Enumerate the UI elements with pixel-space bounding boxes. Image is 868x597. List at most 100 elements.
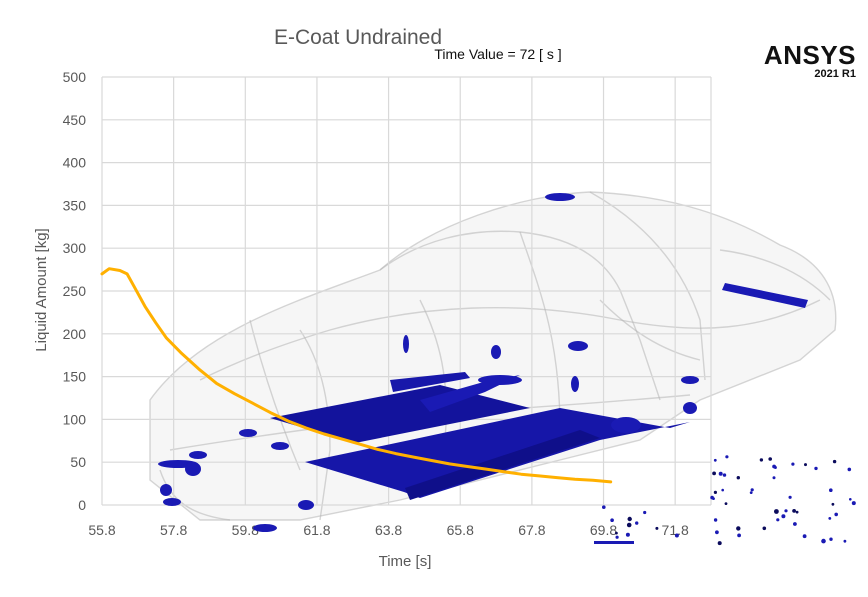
particle-blob [611, 417, 641, 433]
droplet [625, 532, 630, 537]
droplet [834, 512, 838, 517]
droplet [832, 459, 837, 464]
droplet [722, 473, 727, 477]
droplet [759, 458, 764, 462]
chart-series-layer [100, 267, 613, 484]
droplet [712, 471, 716, 476]
droplet [851, 501, 856, 506]
droplet [713, 490, 718, 494]
droplet [804, 463, 807, 467]
droplet [736, 526, 741, 531]
droplet [724, 502, 728, 505]
droplet [784, 509, 788, 513]
droplet [710, 495, 714, 500]
droplet [762, 526, 767, 531]
x-tick-label: 65.8 [447, 522, 474, 538]
y-tick-label: 200 [63, 326, 87, 342]
particle-blob [403, 335, 409, 353]
droplet [750, 488, 754, 492]
droplet [674, 533, 679, 538]
y-tick-label: 400 [63, 155, 87, 171]
x-tick-label: 61.8 [303, 522, 330, 538]
y-tick-label: 500 [63, 69, 87, 85]
particle-blob [571, 376, 579, 392]
droplet [737, 533, 741, 538]
x-tick-label: 59.8 [232, 522, 259, 538]
y-axis-title: Liquid Amount [kg] [33, 228, 50, 351]
droplet [843, 539, 847, 543]
droplet [828, 517, 832, 520]
particle-pool [270, 385, 530, 443]
time-value-label: Time Value = 72 [ s ] [434, 46, 561, 62]
particle-blob [568, 341, 588, 351]
droplet [829, 537, 833, 541]
x-axis-title: Time [s] [379, 553, 432, 570]
particle-blob [298, 500, 314, 510]
particle-blob [163, 498, 181, 506]
particle-blob [478, 375, 522, 385]
y-tick-label: 300 [63, 240, 87, 256]
droplet [713, 458, 717, 462]
x-tick-label: 69.8 [590, 522, 617, 538]
droplet [847, 467, 852, 472]
particle-blob [185, 462, 201, 476]
droplet [772, 476, 776, 480]
x-tick-label: 67.8 [518, 522, 545, 538]
particle-blob [239, 429, 257, 437]
droplet [774, 509, 779, 514]
y-tick-label: 50 [70, 454, 86, 470]
x-tick-label: 55.8 [88, 522, 115, 538]
droplet [655, 526, 659, 530]
liquid-particles [158, 193, 808, 532]
droplet [626, 522, 632, 528]
y-tick-label: 250 [63, 283, 87, 299]
liquid-droplets [594, 455, 856, 546]
droplet [793, 522, 797, 526]
droplet [821, 538, 826, 544]
chart-title: E-Coat Undrained [274, 26, 442, 49]
droplet [717, 541, 722, 546]
droplet [643, 510, 647, 515]
droplet [627, 516, 632, 522]
particle-blob [253, 524, 277, 532]
droplet [792, 509, 796, 513]
particle-blob [189, 451, 207, 459]
particle-pool [390, 372, 470, 392]
particle-blob [545, 193, 575, 201]
droplet [602, 505, 606, 510]
droplet [736, 476, 740, 480]
particle-pool [305, 408, 690, 498]
droplet [615, 531, 618, 535]
droplet [791, 462, 795, 466]
brand-name: ANSYS [763, 40, 856, 70]
particle-blob [160, 484, 172, 496]
droplet [776, 518, 780, 522]
brand-version: 2021 R1 [814, 68, 856, 80]
droplet [829, 488, 833, 493]
particle-blob [491, 345, 501, 359]
y-tick-label: 450 [63, 112, 87, 128]
particle-pool [405, 430, 600, 500]
droplet [749, 491, 753, 494]
droplet [795, 510, 799, 514]
droplet [715, 530, 719, 535]
x-tick-label: 63.8 [375, 522, 402, 538]
particle-blob [683, 402, 697, 414]
particle-blob [271, 442, 289, 450]
droplet [768, 457, 772, 461]
x-tick-label: 71.8 [662, 522, 689, 538]
droplet [814, 466, 818, 471]
droplet [721, 488, 724, 492]
droplet [773, 466, 777, 469]
particle-pool [722, 283, 808, 308]
droplet-streak [594, 541, 634, 544]
chart-axes: 0 50 100 150 200 250 300 350 400 450 500 55.8 57.8 59… [63, 69, 689, 538]
droplet [781, 514, 786, 519]
y-tick-label: 350 [63, 197, 87, 213]
droplet [615, 535, 619, 539]
y-tick-label: 150 [63, 369, 87, 385]
droplet [802, 534, 807, 539]
droplet [713, 518, 718, 522]
y-tick-label: 0 [78, 497, 86, 513]
